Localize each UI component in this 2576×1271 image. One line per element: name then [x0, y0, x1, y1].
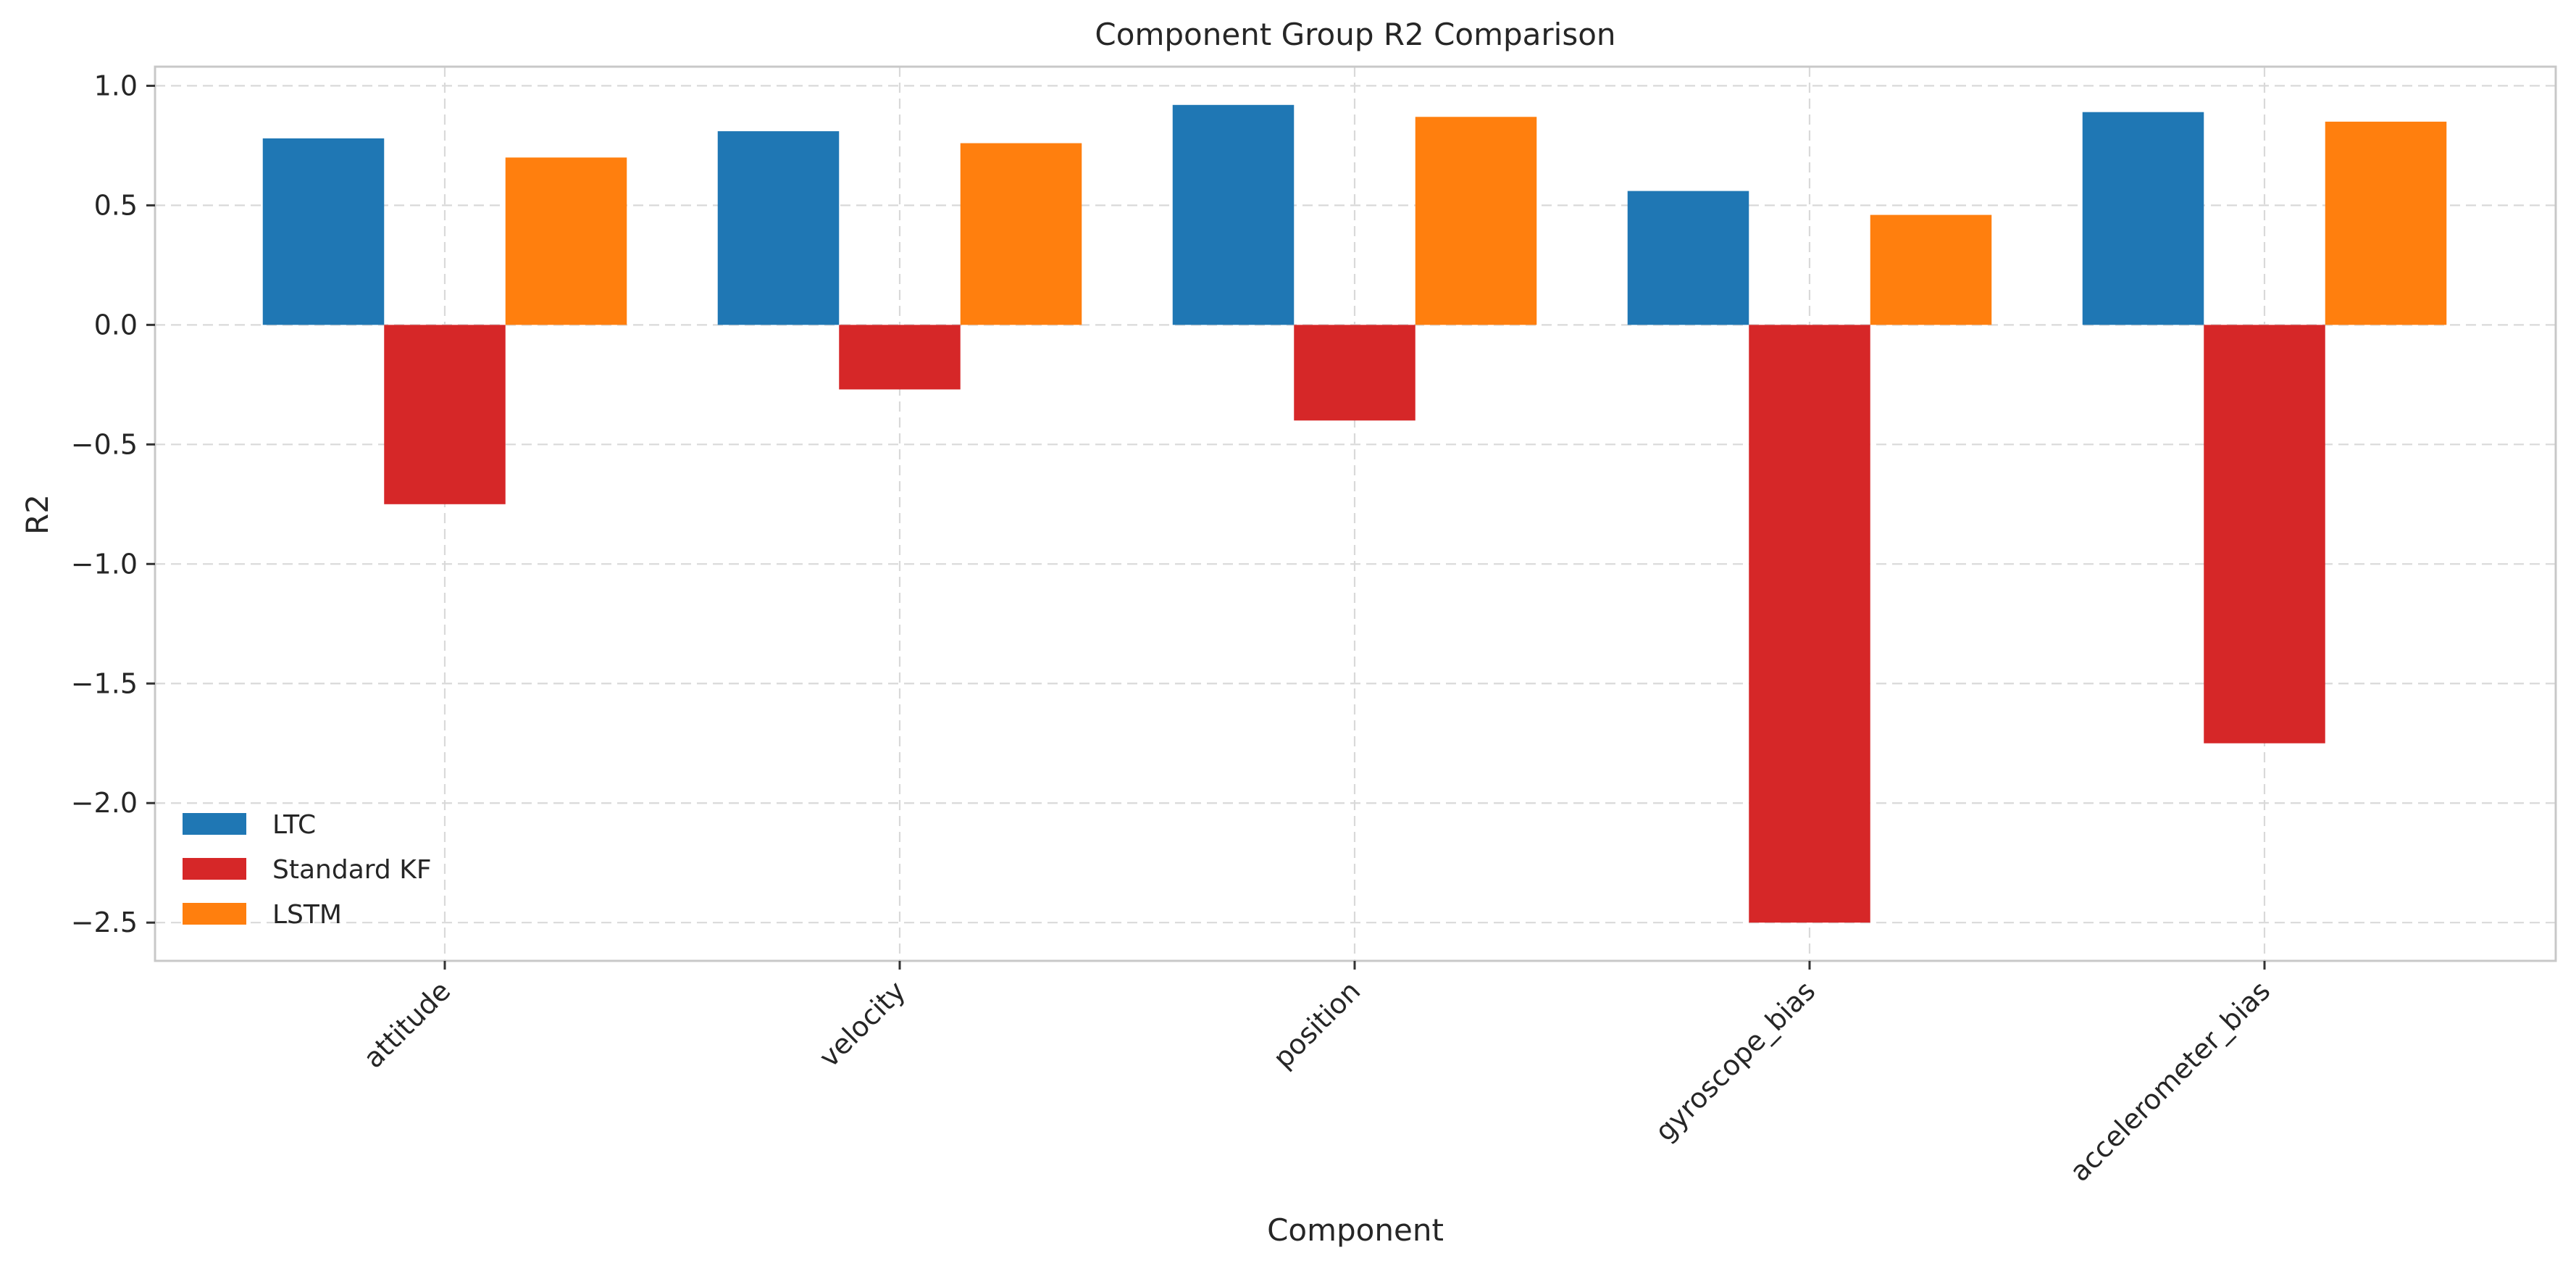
y-tick-label: −1.0	[71, 548, 138, 580]
y-tick-label: −2.0	[71, 787, 138, 819]
x-tick-label: position	[1267, 975, 1367, 1075]
y-tick-label: −0.5	[71, 428, 138, 460]
bar-standard-kf-accelerometer-bias	[2204, 325, 2325, 743]
bar-standard-kf-velocity	[839, 325, 961, 390]
x-axis: attitude velocity position gyroscope_bias ac…	[357, 961, 2276, 1188]
legend: LTC Standard KF LSTM	[183, 810, 432, 930]
bars-layer	[262, 104, 2447, 923]
bar-lstm-gyroscope-bias	[1870, 214, 1992, 325]
bar-standard-kf-gyroscope-bias	[1749, 325, 1870, 923]
legend-label: Standard KF	[272, 855, 432, 885]
y-tick-label: 0.0	[94, 309, 138, 341]
y-axis-label: R2	[20, 494, 55, 535]
x-axis-label: Component	[1267, 1212, 1444, 1248]
bar-ltc-position	[1172, 104, 1295, 325]
legend-swatch	[183, 903, 246, 925]
x-tick-label: gyroscope_bias	[1649, 975, 1821, 1147]
x-tick-label: accelerometer_bias	[2064, 975, 2277, 1188]
bar-lstm-attitude	[505, 157, 627, 325]
bar-lstm-position	[1415, 117, 1537, 325]
bar-ltc-accelerometer-bias	[2082, 112, 2204, 325]
legend-swatch	[183, 813, 246, 835]
x-tick-label: attitude	[357, 975, 456, 1074]
bar-ltc-attitude	[262, 138, 385, 325]
bar-ltc-gyroscope-bias	[1627, 191, 1749, 325]
bar-ltc-velocity	[717, 131, 840, 325]
legend-label: LTC	[272, 810, 316, 840]
chart-title: Component Group R2 Comparison	[1095, 17, 1615, 52]
x-tick-label: velocity	[813, 975, 911, 1073]
bar-standard-kf-attitude	[384, 325, 506, 504]
y-tick-label: −1.5	[71, 667, 138, 699]
bar-standard-kf-position	[1294, 325, 1415, 421]
bar-lstm-accelerometer-bias	[2325, 121, 2447, 325]
y-tick-label: 0.5	[94, 189, 138, 221]
y-axis: 1.0 0.5 0.0 −0.5 −1.0 −1.5 −2.0 −2.5	[71, 70, 155, 938]
y-tick-label: −2.5	[71, 907, 138, 938]
bar-lstm-velocity	[960, 143, 1082, 325]
legend-swatch	[183, 858, 246, 880]
y-tick-label: 1.0	[94, 70, 138, 101]
legend-label: LSTM	[272, 900, 342, 930]
